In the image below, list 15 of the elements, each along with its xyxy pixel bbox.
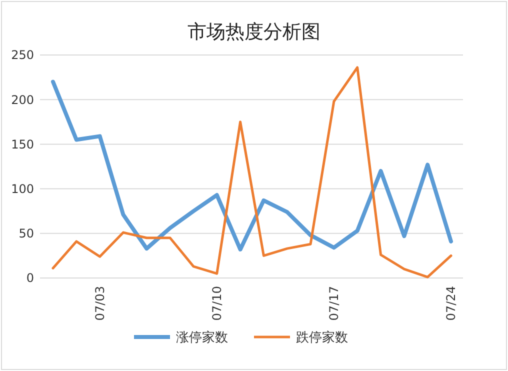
x-tick-label: 07/17 xyxy=(326,286,341,321)
line-series xyxy=(52,66,452,278)
y-tick-label: 0 xyxy=(26,271,34,286)
legend-label: 跌停家数 xyxy=(296,330,348,346)
line-series xyxy=(51,80,453,252)
x-tick-label: 07/03 xyxy=(92,286,107,321)
y-tick-label: 50 xyxy=(18,226,34,241)
y-tick-label: 100 xyxy=(11,182,34,196)
x-tick-label: 07/10 xyxy=(210,286,224,321)
x-tick-label: 07/24 xyxy=(444,286,458,321)
chart-title: 市场热度分析图 xyxy=(188,21,320,43)
y-tick-label: 200 xyxy=(11,92,34,107)
legend-label: 涨停家数 xyxy=(176,330,228,346)
y-tick-label: 150 xyxy=(11,137,34,152)
y-tick-label: 250 xyxy=(11,48,34,62)
